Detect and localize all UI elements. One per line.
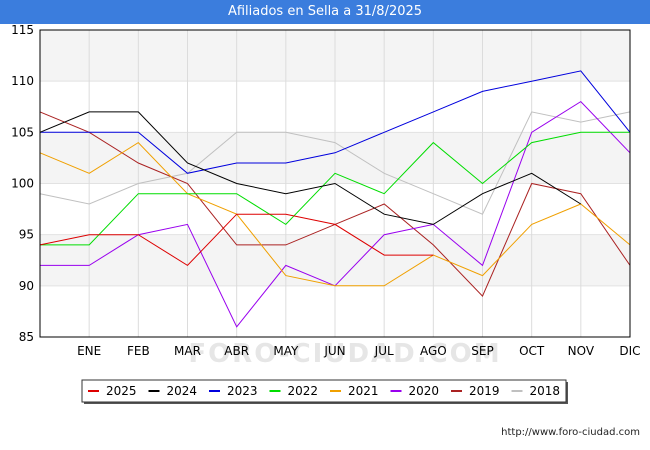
x-tick-label: DIC	[619, 344, 640, 358]
footer-url: http://www.foro-ciudad.com	[501, 427, 640, 438]
legend-label: 2020	[409, 384, 440, 398]
series-line-2022	[40, 131, 630, 246]
x-tick-label: JUL	[374, 344, 394, 358]
y-axis: 85 90 95 100 105 110 115	[11, 23, 34, 344]
x-tick-label: AGO	[420, 344, 447, 358]
legend-label: 2025	[106, 384, 137, 398]
y-tick-label: 105	[11, 125, 34, 139]
chart-title: Afiliados en Sella a 31/8/2025	[227, 4, 423, 19]
series-line-2018	[39, 111, 631, 215]
y-tick-label: 110	[11, 74, 34, 88]
x-tick-label: ENE	[77, 344, 101, 358]
series-line-2021	[39, 141, 631, 287]
legend: 2025 2024 2023 2022 2021 2020 2019 2018	[81, 379, 568, 404]
legend-label: 2024	[167, 384, 198, 398]
title-bar	[0, 0, 650, 24]
series-line-2025	[39, 213, 434, 267]
x-tick-label: ABR	[224, 344, 249, 358]
y-tick-label: 95	[19, 228, 34, 242]
legend-box	[81, 379, 567, 403]
series-line-2023	[40, 70, 631, 174]
y-tick-label: 100	[11, 177, 34, 191]
series-lines	[39, 70, 631, 328]
legend-label: 2019	[469, 384, 500, 398]
x-tick-label: MAY	[273, 344, 299, 358]
x-tick-label: FEB	[127, 344, 150, 358]
x-axis: ENE FEB MAR ABR MAY JUN JUL AGO SEP OCT NOV DIC	[77, 344, 640, 358]
x-tick-label: JUN	[323, 344, 345, 358]
x-tick-label: OCT	[519, 344, 545, 358]
watermark: FORO-CIUDAD.COM	[188, 339, 501, 369]
y-tick-label: 85	[19, 330, 34, 344]
y-tick-label: 90	[19, 279, 34, 293]
y-tick-label: 115	[11, 23, 34, 37]
x-tick-label: MAR	[174, 344, 201, 358]
series-line-2024	[39, 111, 582, 225]
legend-label: 2022	[288, 384, 319, 398]
legend-label: 2023	[227, 384, 258, 398]
legend-label: 2018	[530, 384, 561, 398]
legend-label: 2021	[348, 384, 379, 398]
x-tick-label: SEP	[471, 344, 493, 358]
x-tick-label: NOV	[568, 344, 595, 358]
plot-frame	[39, 29, 631, 338]
